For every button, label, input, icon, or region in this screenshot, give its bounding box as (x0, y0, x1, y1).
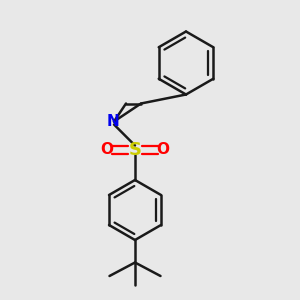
Text: S: S (128, 141, 142, 159)
Text: N: N (106, 114, 119, 129)
Text: O: O (100, 142, 113, 158)
Text: O: O (157, 142, 170, 158)
